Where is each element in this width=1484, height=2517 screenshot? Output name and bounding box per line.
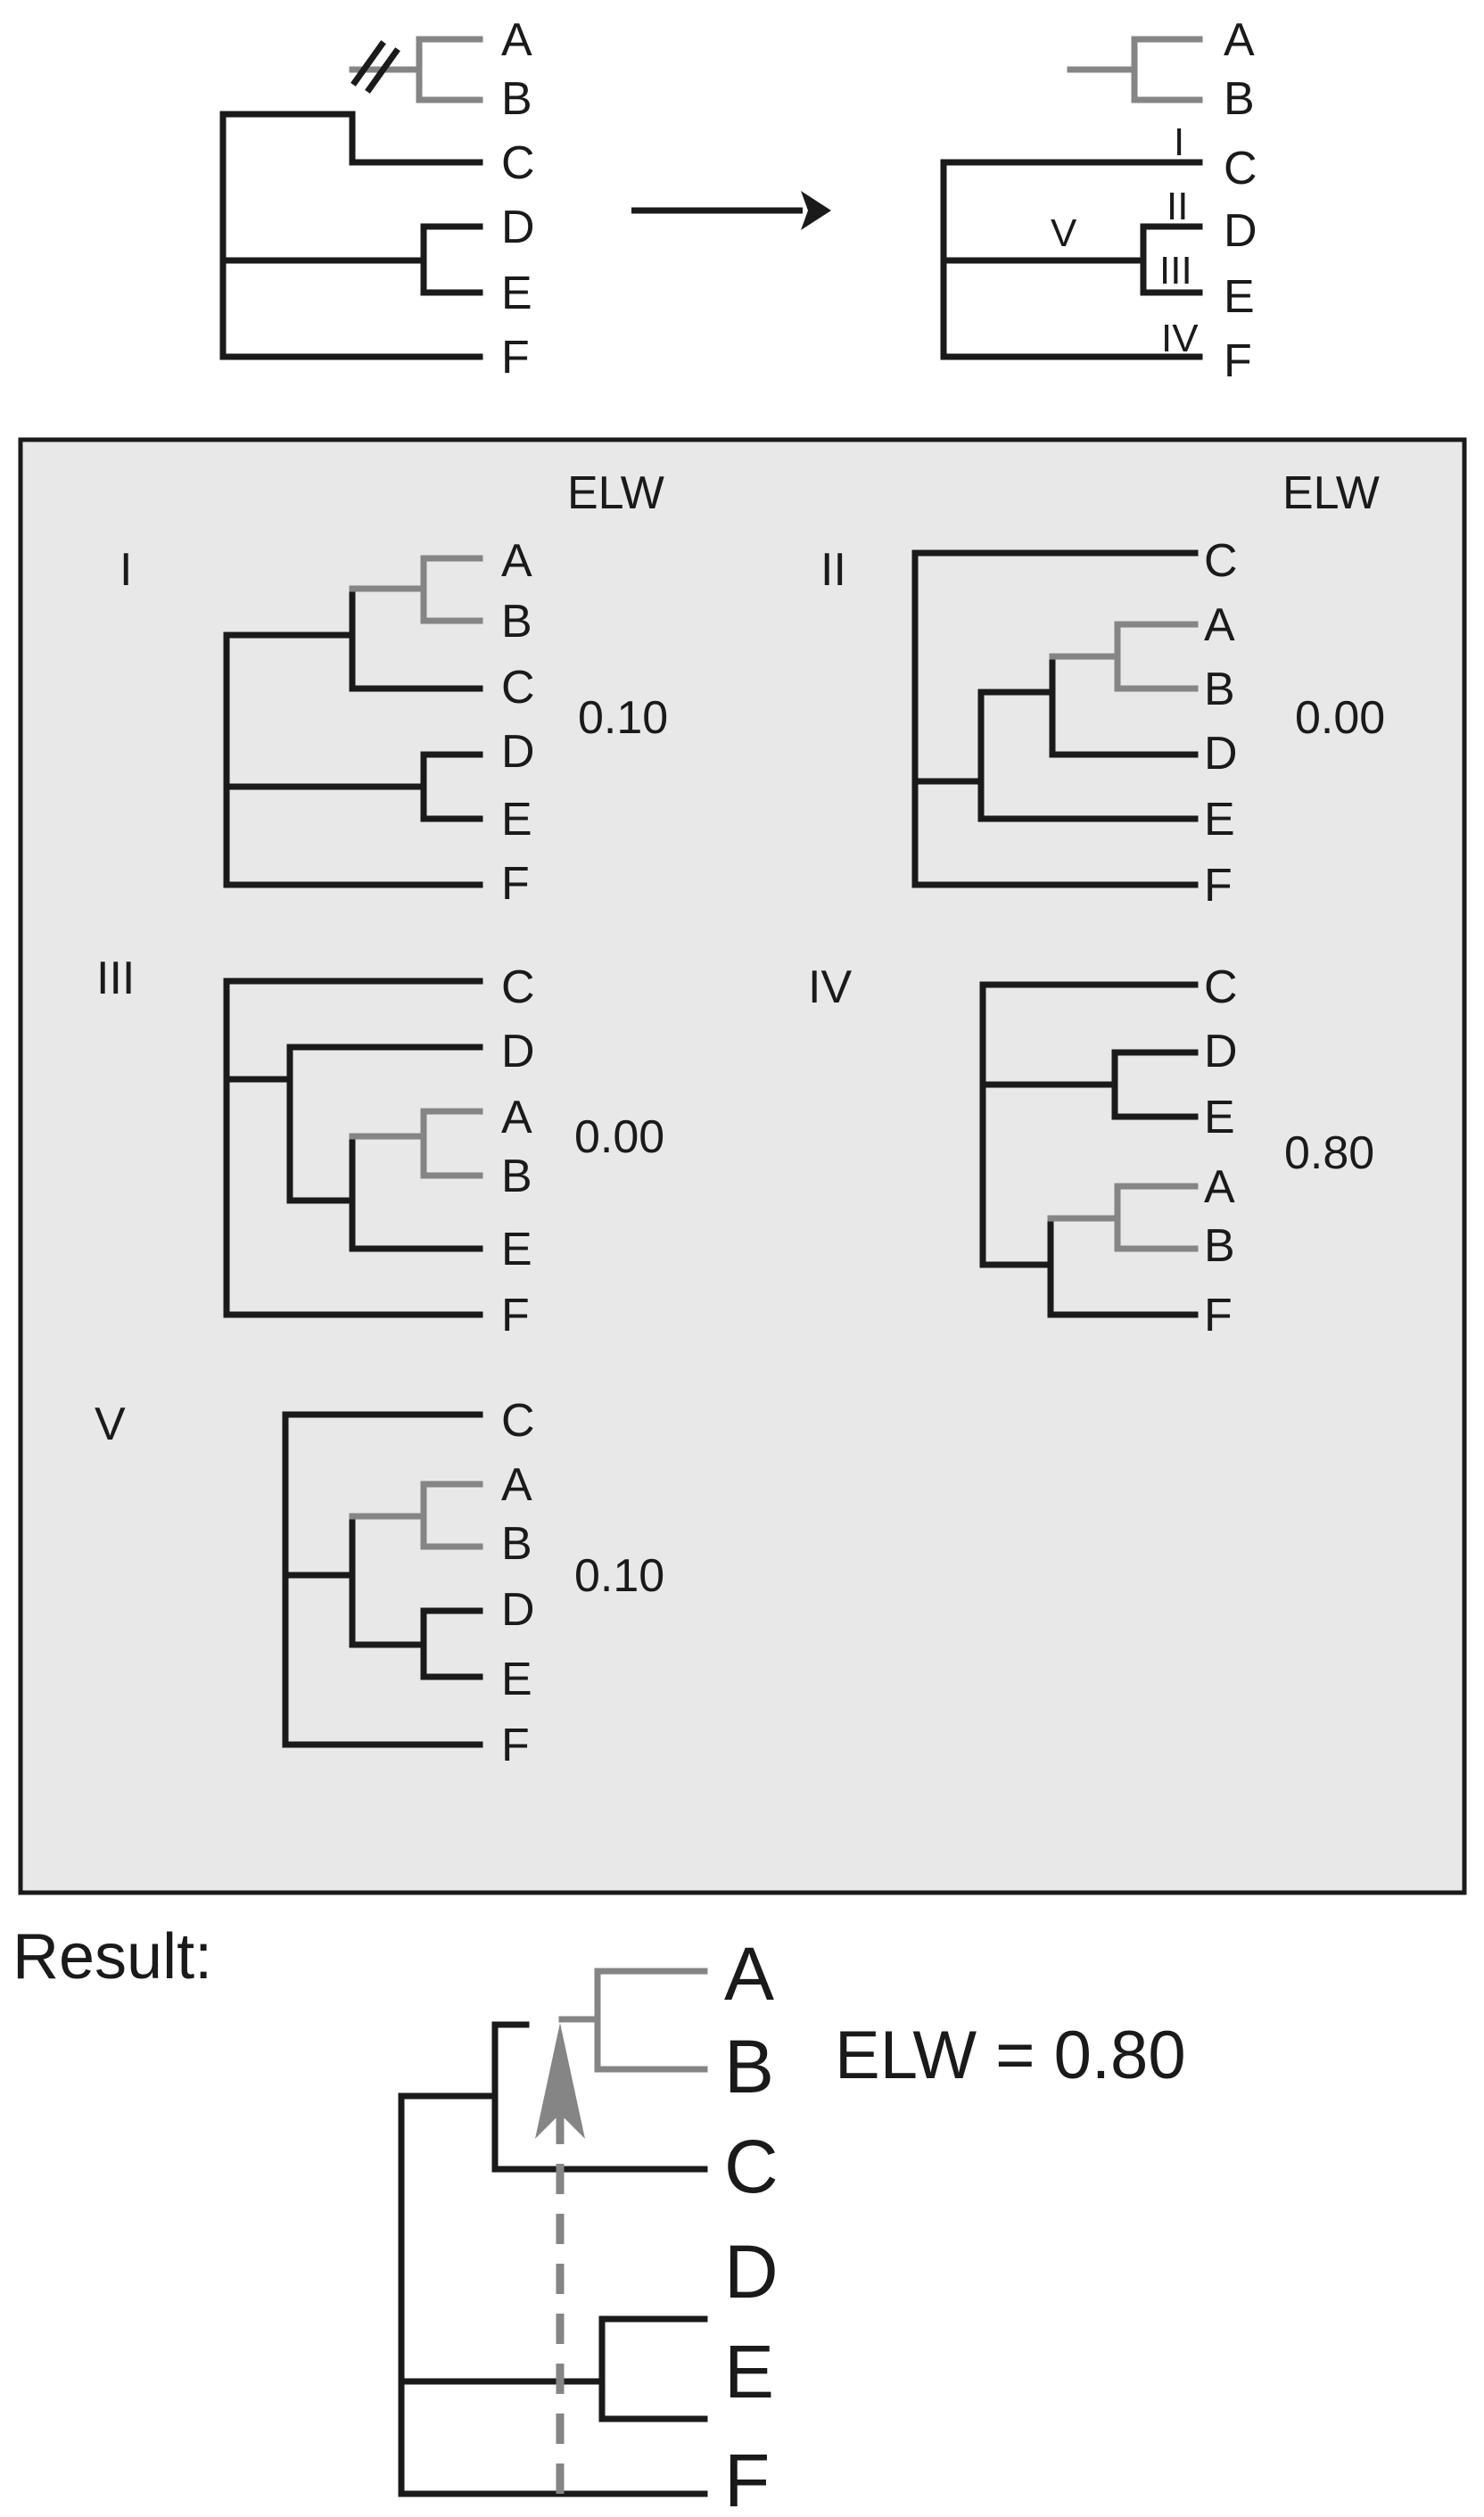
top-right-tree: A B C D E F I II III IV V <box>940 14 1257 387</box>
branch-label: IV <box>1161 317 1199 360</box>
leaf-label: F <box>501 1290 530 1341</box>
leaf-label: E <box>1224 271 1255 323</box>
leaf-label: B <box>1224 73 1255 125</box>
leaf-label: E <box>501 794 532 846</box>
leaf-label: C <box>1224 143 1257 194</box>
leaf-label: B <box>501 1518 532 1570</box>
result-tree: A B C D E F <box>398 1932 779 2517</box>
tree-branches <box>219 36 483 360</box>
elw-value: 0.00 <box>574 1111 664 1163</box>
candidate-tree-iv: IV C D E A B F 0.80 <box>808 961 1374 1341</box>
regraft-arrowhead <box>535 2023 585 2139</box>
leaf-label: C <box>724 2125 779 2208</box>
leaf-label: B <box>501 596 532 648</box>
leaf-label: D <box>501 1026 535 1077</box>
tree-id: II <box>820 544 846 596</box>
leaf-label: D <box>1204 1026 1238 1077</box>
leaf-label: D <box>501 1584 535 1636</box>
leaf-label: B <box>1204 1220 1235 1272</box>
leaf-label: D <box>501 202 535 253</box>
leaf-label: A <box>1204 1161 1235 1213</box>
leaf-label: B <box>724 2025 774 2109</box>
leaf-label: C <box>501 1395 535 1447</box>
leaf-label: E <box>501 1224 532 1275</box>
elw-value: 0.00 <box>1295 692 1385 744</box>
leaf-label: F <box>724 2439 770 2517</box>
leaf-label: E <box>501 1654 532 1705</box>
leaf-label: A <box>501 535 532 587</box>
transform-arrow <box>631 191 831 230</box>
tree-id: III <box>96 953 135 1004</box>
leaf-label: F <box>501 858 530 910</box>
result-elw: ELW = 0.80 <box>835 2018 1186 2093</box>
candidate-tree-v: V C A B D E F 0.10 <box>95 1395 664 1771</box>
tree-id: IV <box>808 961 852 1013</box>
leaf-label: F <box>1204 1290 1233 1341</box>
leaf-label: C <box>501 137 535 189</box>
top-left-tree: A B C D E F <box>219 14 535 384</box>
branch-label: II <box>1167 185 1188 228</box>
candidate-trees-panel <box>18 437 1467 1895</box>
leaf-label: A <box>1224 14 1255 66</box>
leaf-label: F <box>501 332 530 384</box>
leaf-label: B <box>501 73 532 125</box>
leaf-label: E <box>1204 794 1235 846</box>
leaf-label: C <box>501 662 535 714</box>
branch-label: V <box>1051 211 1077 255</box>
leaf-label: D <box>1224 205 1257 257</box>
leaf-label: D <box>501 726 535 778</box>
leaf-label: C <box>1204 535 1238 587</box>
leaf-label: A <box>501 1459 532 1511</box>
leaf-label: E <box>724 2330 774 2414</box>
tree-id: V <box>95 1399 126 1450</box>
leaf-label: F <box>501 1720 530 1771</box>
leaf-label: A <box>501 14 532 66</box>
leaf-label: B <box>1204 664 1235 715</box>
elw-value: 0.10 <box>574 1550 664 1602</box>
candidate-tree-ii: II C A B D E F 0.00 <box>820 535 1385 912</box>
tree-id: I <box>120 544 132 596</box>
branch-label: I <box>1174 120 1184 164</box>
leaf-label: F <box>1224 335 1252 387</box>
leaf-label: C <box>1204 961 1238 1013</box>
leaf-label: B <box>501 1151 532 1202</box>
elw-value: 0.80 <box>1284 1127 1374 1179</box>
leaf-label: D <box>724 2230 779 2314</box>
leaf-label: D <box>1204 728 1238 780</box>
elw-header: ELW <box>1282 467 1380 519</box>
leaf-label: F <box>1204 860 1233 912</box>
branch-label: III <box>1159 249 1192 293</box>
elw-value: 0.10 <box>578 692 668 744</box>
elw-header: ELW <box>567 467 664 519</box>
leaf-label: E <box>1204 1092 1235 1143</box>
leaf-label: E <box>501 268 532 319</box>
leaf-label: A <box>724 1932 774 2016</box>
result-title: Result: <box>12 1921 212 1993</box>
leaf-label: C <box>501 961 535 1013</box>
leaf-label: A <box>501 1092 532 1143</box>
candidate-tree-iii: III C D A B E F 0.00 <box>96 953 664 1341</box>
leaf-label: A <box>1204 599 1235 651</box>
candidate-tree-i: I A B C D E F 0.10 <box>120 535 668 910</box>
